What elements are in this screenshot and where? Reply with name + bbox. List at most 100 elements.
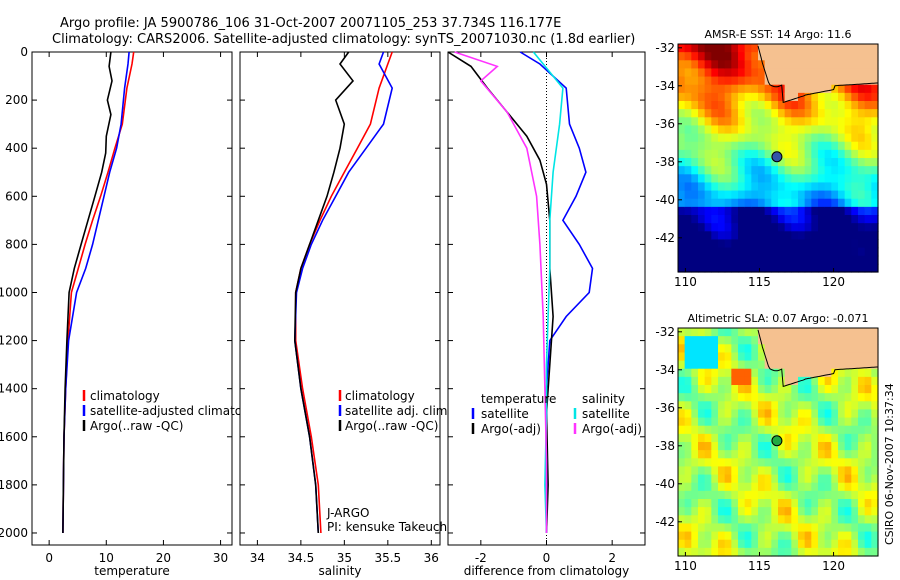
ocean-cell [871,507,879,516]
ocean-cell [824,223,832,232]
ocean-cell [764,482,772,492]
ocean-cell [871,409,879,419]
ocean-cell [738,401,746,411]
ocean-cell [678,133,686,143]
float-program-label: J-ARGO [326,506,369,520]
ocean-cell [871,133,879,143]
ocean-cell [724,92,732,102]
ocean-cell [684,515,692,525]
ocean-cell [724,149,732,159]
land-cell [864,60,872,70]
ocean-cell [678,125,686,135]
ocean-cell [744,76,752,86]
ocean-cell [784,393,792,402]
ocean-cell [811,450,819,459]
ocean-cell [804,515,812,525]
ocean-cell [738,515,746,525]
land-cell [818,44,826,53]
ocean-cell [764,182,772,192]
ocean-cell [751,425,759,435]
ocean-cell [691,409,699,419]
ocean-cell [758,174,766,184]
ocean-cell [871,499,879,508]
land-cell [784,360,792,370]
ocean-cell [678,198,686,208]
ocean-cell [824,401,832,411]
land-cell [791,376,799,386]
ocean-cell [751,255,759,265]
ocean-cell [804,433,812,443]
land-cell [864,336,872,345]
map-cells [678,44,879,273]
ocean-cell [731,515,739,525]
ocean-cell [871,215,879,224]
ocean-cell [804,247,812,257]
land-cell [811,44,819,53]
ocean-cell [798,141,806,151]
ocean-cell [771,206,779,216]
ocean-cell [831,84,839,94]
land-cell [871,60,879,70]
ocean-cell [804,425,812,435]
land-cell [778,68,786,78]
land-cell [864,352,872,362]
ocean-cell [751,352,759,362]
ocean-cell [791,523,799,533]
ocean-cell [718,239,726,249]
ocean-cell [711,409,719,419]
ocean-cell [798,376,806,386]
ocean-cell [758,385,766,394]
ocean-cell [731,133,739,143]
ocean-cell [798,409,806,419]
ocean-cell [678,409,686,419]
ocean-cell [798,523,806,533]
ocean-cell [838,117,846,127]
ocean-cell [811,531,819,541]
ocean-cell [711,539,719,549]
ocean-cell [711,490,719,500]
land-cell [858,344,866,354]
ocean-cell [738,344,746,354]
ocean-cell [764,490,772,500]
x-axis-label: salinity [318,564,361,578]
ocean-cell [818,442,826,451]
ocean-cell [798,474,806,484]
ocean-cell [831,190,839,200]
ocean-cell [771,409,779,419]
ocean-cell [831,523,839,533]
land-cell [844,76,852,86]
ocean-cell [844,133,852,143]
ocean-cell [731,215,739,224]
ocean-cell [698,385,706,394]
ocean-cell [758,141,766,151]
ocean-cell [738,247,746,257]
ocean-cell [851,223,859,232]
land-cell [771,52,779,61]
ocean-cell [724,328,732,337]
x-tick-label: 115 [748,559,771,573]
land-cell [818,68,826,78]
ocean-cell [758,474,766,484]
ocean-cell [751,482,759,492]
ocean-cell [798,174,806,184]
land-cell [798,76,806,86]
land-cell [771,44,779,53]
ocean-cell [724,352,732,362]
ocean-cell [738,336,746,345]
ocean-cell [824,149,832,159]
ocean-cell [864,442,872,451]
ocean-cell [724,239,732,249]
ocean-cell [744,547,752,557]
ocean-cell [731,239,739,249]
ocean-cell [678,239,686,249]
ocean-cell [744,401,752,411]
ocean-cell [771,247,779,257]
legend-label: satellite [481,407,529,421]
ocean-cell [704,425,712,435]
ocean-cell [764,141,772,151]
ocean-cell [718,425,726,435]
x-axis-label: difference from climatology [464,564,630,578]
ocean-cell [791,206,799,216]
ocean-cell [838,92,846,102]
ocean-cell [751,158,759,167]
